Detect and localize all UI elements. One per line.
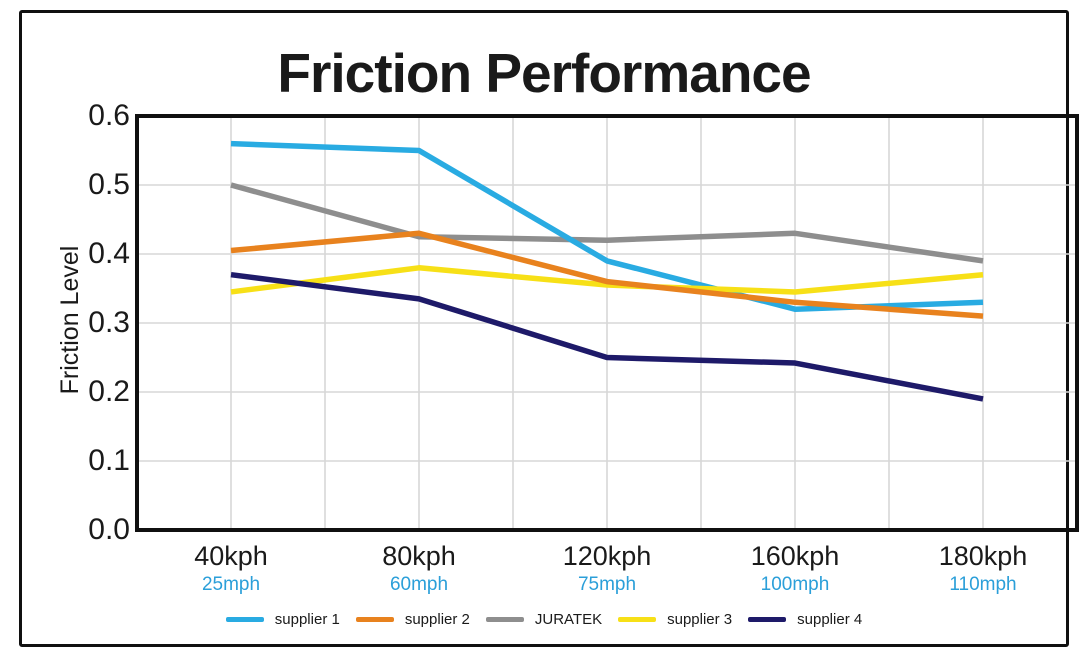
- plot-border: [135, 114, 1079, 532]
- x-tick-label-mph: 110mph: [949, 574, 1017, 595]
- legend-swatch-icon: [225, 617, 264, 622]
- x-tick-label-kph: 160kph: [750, 541, 840, 571]
- y-tick-label: 0.1: [88, 444, 130, 477]
- legend-label: supplier 2: [404, 611, 470, 628]
- x-tick-label-kph: 120kph: [562, 541, 652, 571]
- y-tick-label: 0.3: [88, 306, 130, 339]
- legend: supplier 1 supplier 2 JURATEK supplier 3 sup…: [22, 611, 1066, 628]
- plot-area: [135, 114, 1079, 532]
- series-line-supplier-3: [230, 265, 984, 295]
- series-line-supplier-4: [230, 271, 984, 402]
- y-tick-label: 0.0: [88, 513, 130, 546]
- y-tick-label: 0.4: [88, 237, 130, 270]
- legend-label: supplier 1: [274, 611, 340, 628]
- legend-label: JURATEK: [534, 611, 603, 628]
- legend-swatch-icon: [618, 617, 657, 622]
- legend-swatch-icon: [485, 617, 524, 622]
- legend-label: supplier 4: [797, 611, 863, 628]
- legend-item: supplier 2: [355, 611, 470, 628]
- x-tick-label-kph: 40kph: [194, 541, 268, 571]
- x-tick-label-mph: 60mph: [389, 574, 449, 595]
- chart-title: Friction Performance: [277, 42, 811, 104]
- x-tick-label-mph: 75mph: [577, 574, 637, 595]
- outer-frame: Friction Performance Friction Level 0.6 0…: [19, 10, 1079, 647]
- legend-item: supplier 3: [618, 611, 732, 628]
- y-tick-label: 0.5: [88, 168, 130, 201]
- x-tick-label-mph: 100mph: [760, 574, 830, 595]
- x-tick-label-kph: 180kph: [938, 541, 1028, 571]
- y-tick-label: 0.6: [88, 99, 130, 132]
- legend-swatch-icon: [748, 617, 787, 622]
- legend-swatch-icon: [355, 617, 394, 622]
- legend-item: supplier 1: [225, 611, 340, 628]
- series-line-supplier-2: [230, 230, 984, 319]
- series-line-juratek: [230, 182, 984, 264]
- legend-item: JURATEK: [485, 611, 603, 628]
- y-tick-label: 0.2: [88, 375, 130, 408]
- legend-label: supplier 3: [667, 611, 733, 628]
- x-tick-label-kph: 80kph: [382, 541, 456, 571]
- x-tick-label-mph: 25mph: [201, 574, 261, 595]
- legend-item: supplier 4: [748, 611, 862, 628]
